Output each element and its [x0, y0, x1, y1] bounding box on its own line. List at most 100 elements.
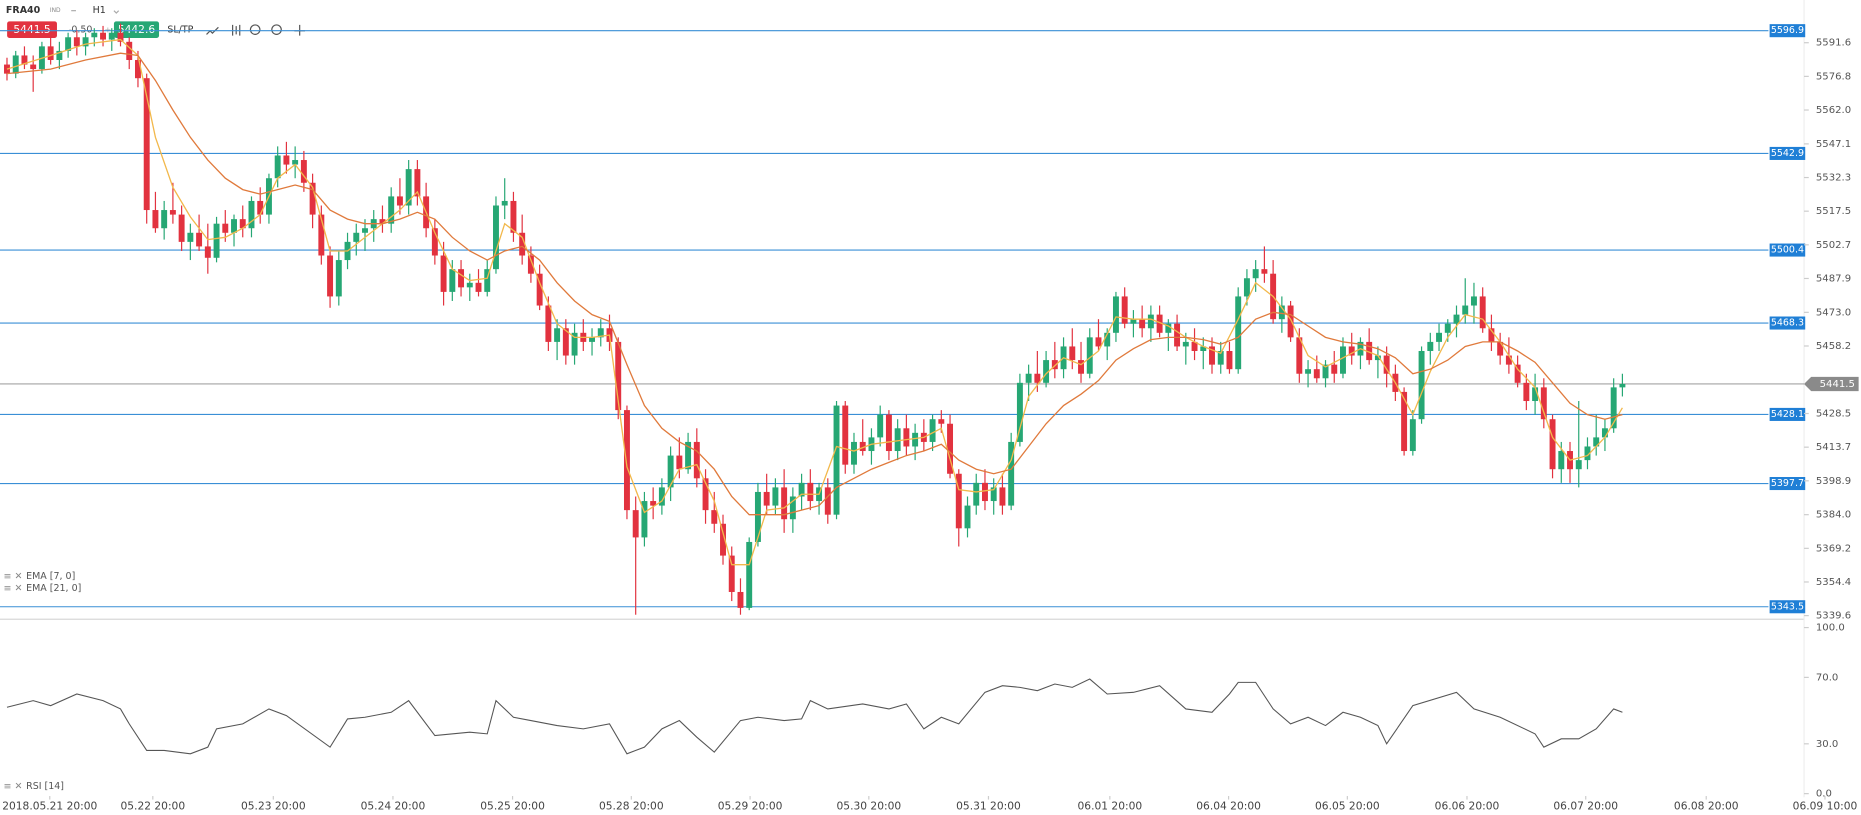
candle-body: [807, 482, 814, 502]
candle-body: [169, 210, 176, 215]
candle-body: [1112, 296, 1119, 333]
candle-body: [1374, 355, 1381, 361]
x-tick-label: 06.04 20:00: [1196, 800, 1261, 813]
x-tick-label: 05.24 20:00: [361, 800, 426, 813]
bid-price[interactable]: 5441.5: [13, 23, 50, 36]
candle-body: [1366, 341, 1373, 361]
candle-body: [73, 37, 80, 47]
dropdown[interactable]: [113, 10, 120, 14]
candle-body: [283, 155, 290, 165]
level-tag: [1769, 316, 1806, 330]
candle-body: [519, 232, 526, 256]
level-label: 5596.9: [1771, 25, 1804, 36]
candle-body: [693, 441, 700, 479]
candle-body: [658, 487, 665, 506]
sell-button[interactable]: [7, 21, 57, 38]
candle-body: [47, 46, 54, 61]
candle-body: [1305, 369, 1312, 374]
candle-body: [781, 487, 788, 520]
candle-body: [947, 423, 954, 474]
candle-body: [300, 160, 307, 183]
ask-price[interactable]: 5442.6: [118, 23, 156, 36]
candle-body: [589, 337, 595, 342]
candle-body: [1165, 323, 1172, 333]
candle-body: [763, 491, 770, 506]
candle-body: [824, 487, 831, 515]
candle-body: [362, 228, 368, 233]
candle-body: [1296, 337, 1303, 374]
last-price-tag: [1804, 376, 1859, 392]
x-tick-label: 06.07 20:00: [1553, 800, 1618, 813]
candle-body: [187, 232, 194, 242]
level-tag: [1769, 600, 1806, 614]
candle-body: [318, 214, 325, 256]
x-tick-label: 05.31 20:00: [956, 800, 1021, 813]
candle-body: [239, 219, 246, 229]
y-tick-label: 5547.1: [1816, 139, 1851, 150]
candle-body: [1610, 387, 1617, 429]
candle-body: [222, 223, 229, 233]
x-tick-label: 06.09 10:00: [1793, 800, 1858, 813]
x-tick-label: 06.08 20:00: [1674, 800, 1739, 813]
candle-body: [484, 269, 491, 292]
zoom-in-icon[interactable]: [271, 24, 282, 35]
y-tick-label: 5458.2: [1816, 341, 1851, 352]
legend-icons[interactable]: ≡ ✕: [4, 781, 23, 792]
candle-body: [501, 200, 508, 206]
candle-body: [1147, 314, 1154, 329]
candle-body: [1008, 441, 1015, 506]
y-tick-label: 100.0: [1816, 623, 1845, 634]
candle-body: [728, 555, 735, 592]
plus[interactable]: +: [104, 25, 111, 35]
candle-body: [903, 428, 910, 447]
level-label: 5468.3: [1771, 318, 1804, 329]
candle-body: [248, 200, 255, 229]
candle-body: [1191, 341, 1198, 351]
interval[interactable]: H1: [93, 5, 106, 16]
level-tag: [1769, 407, 1806, 421]
level-tag: [1769, 24, 1806, 38]
candle-body: [1095, 337, 1102, 347]
y-tick-label: 5562.0: [1816, 105, 1851, 116]
candle-body: [720, 523, 726, 556]
candle-body: [405, 169, 412, 206]
ema-line: [6, 38, 1623, 566]
candle-body: [1182, 341, 1189, 347]
level-tag: [1769, 477, 1806, 491]
candle-body: [1200, 346, 1207, 351]
candle-body: [702, 478, 709, 511]
candle-body: [1156, 314, 1163, 333]
candle-body: [938, 419, 945, 424]
zoom-out-icon[interactable]: [249, 24, 261, 35]
candle-body: [1505, 355, 1512, 365]
candle-body: [1139, 319, 1146, 329]
candle-body: [1418, 350, 1425, 420]
candle-body: [955, 473, 962, 529]
legend-icons[interactable]: ≡ ✕: [4, 583, 23, 594]
level-tag: [1769, 146, 1806, 160]
symbol[interactable]: FRA40: [6, 5, 41, 16]
candle-body: [885, 414, 892, 452]
candle-body: [1497, 341, 1504, 356]
legend-icons[interactable]: ≡ ✕: [4, 571, 23, 582]
level-label: 5397.7: [1771, 478, 1804, 489]
candle-body: [1470, 296, 1477, 306]
candle-body: [597, 328, 604, 338]
candle-body: [641, 501, 648, 538]
candle-body: [1514, 364, 1521, 383]
candle-body: [1540, 387, 1547, 420]
y-tick-label: 5502.7: [1816, 240, 1851, 251]
candle-body: [527, 255, 534, 274]
level-label: 5542.9: [1771, 148, 1804, 159]
candle-body: [1593, 437, 1600, 447]
candle-body: [1479, 296, 1486, 329]
candle-body: [1209, 346, 1215, 365]
x-tick-label: 06.01 20:00: [1078, 800, 1143, 813]
candle-body: [1488, 328, 1495, 342]
x-tick-label: 05.30 20:00: [837, 800, 902, 813]
x-tick-label: 05.22 20:00: [120, 800, 185, 813]
candle-body: [982, 482, 988, 502]
y-tick-label: 5428.5: [1816, 409, 1851, 420]
buy-button[interactable]: [113, 21, 160, 38]
